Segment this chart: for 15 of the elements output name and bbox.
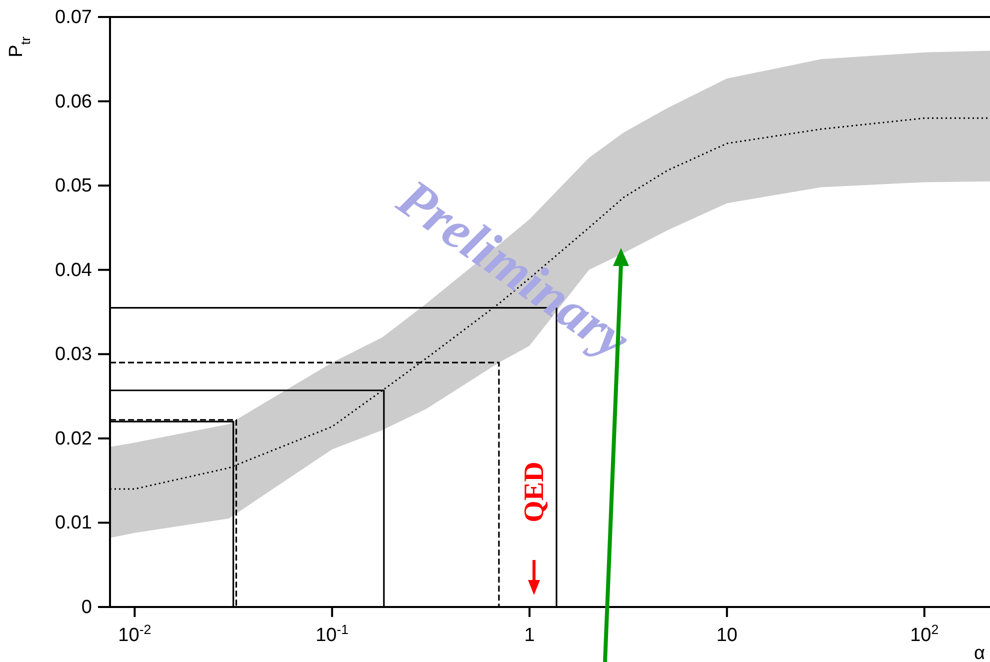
y-tick-label: 0.01 <box>55 512 92 534</box>
y-tick-label: 0.02 <box>55 428 92 450</box>
y-tick-label: 0.05 <box>55 176 92 197</box>
x-tick-label: 10$^{-1}$ <box>316 622 349 646</box>
y-tick-label: 0.03 <box>55 344 92 366</box>
x-tick-label: 1 <box>524 625 535 646</box>
x-tick-label: 10$^{-2}$ <box>118 622 152 646</box>
x-tick-label: 10 <box>716 625 738 646</box>
y-tick-label: 0.06 <box>55 91 92 112</box>
y-tick-label: 0.04 <box>55 260 92 281</box>
annotation: QED <box>519 462 550 522</box>
x-axis-title: α <box>974 643 986 662</box>
x-tick-label: 10$^{2}$ <box>910 622 939 646</box>
y-tick-label: 0.07 <box>55 7 92 28</box>
y-tick-label: 0 <box>81 597 92 618</box>
